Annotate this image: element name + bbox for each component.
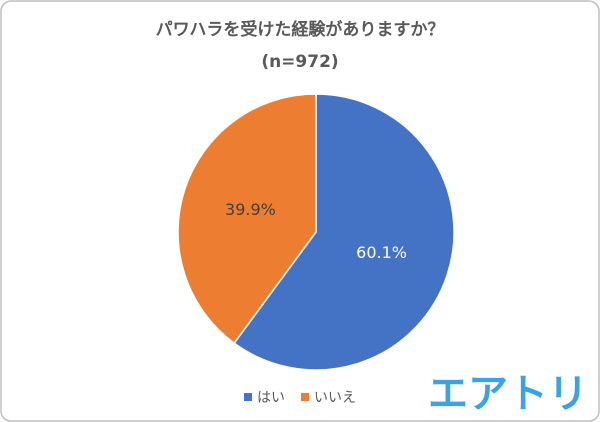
legend-label: はい <box>257 390 285 406</box>
pie-slice <box>177 93 317 345</box>
legend-swatch <box>244 393 252 401</box>
data-label: 60.1% <box>356 243 407 262</box>
legend-label: いいえ <box>314 390 356 406</box>
data-label: 39.9% <box>225 200 276 219</box>
pie-slice <box>233 93 455 371</box>
chart-subtitle: (n=972) <box>261 52 338 72</box>
chart-title: パワハラを受けた経験がありますか？ <box>156 19 445 40</box>
legend-swatch <box>301 393 309 401</box>
logo: エアトリ <box>428 371 588 417</box>
